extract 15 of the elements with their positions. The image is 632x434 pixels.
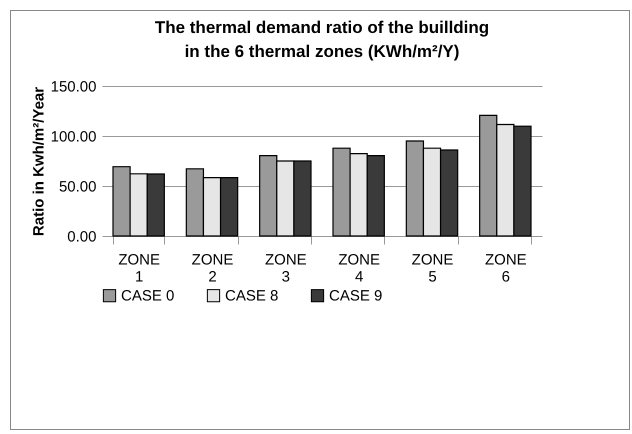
x-tick-label: ZONE 2	[192, 252, 234, 286]
y-tick-label: 100.00	[50, 128, 96, 146]
y-tick-label: 0.00	[67, 228, 96, 246]
chart-title: The thermal demand ratio of the buillding in the 6 thermal zones (KWh/m²/Y)	[154, 18, 490, 61]
x-tick-label: ZONE 3	[264, 252, 307, 286]
x-tick-label: ZONE 6	[484, 252, 527, 286]
x-tick-label: ZONE 5	[412, 252, 454, 286]
y-tick-label: 50.00	[58, 178, 96, 196]
legend-label: CASE 8	[225, 288, 278, 305]
y-tick-label: 150.00	[50, 78, 96, 96]
legend-label: CASE 9	[329, 288, 382, 305]
x-tick-label: ZONE 4	[338, 252, 380, 286]
x-tick-label: ZONE 1	[118, 252, 160, 286]
y-axis-title: Ratio in Kwh/m²/Year	[30, 86, 48, 236]
legend-label: CASE 0	[121, 288, 174, 305]
